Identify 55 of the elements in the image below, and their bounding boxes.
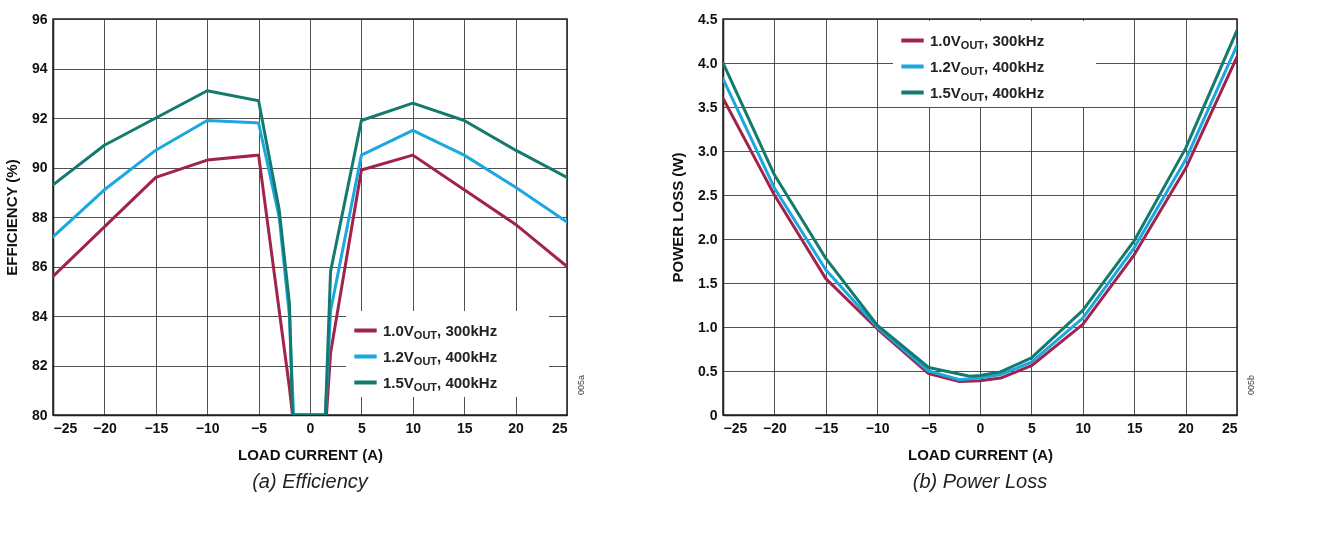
x-tick-label: −10	[865, 419, 890, 436]
y-tick-label: 94	[31, 60, 48, 76]
x-tick-label: 25	[1221, 419, 1238, 436]
text: (a) Efficiency	[252, 470, 369, 492]
legend-label: 1.0V$_{OUT}$, 300kHz	[930, 31, 1045, 51]
y-tick-label: 86	[31, 258, 48, 274]
y-tick-label: 3.5	[698, 98, 718, 115]
y-tick-label: 4.0	[698, 54, 718, 71]
x-tick-label: −10	[195, 419, 220, 436]
y-tick-label: 0.5	[698, 362, 718, 379]
x-tick-label: −5	[921, 419, 938, 436]
y-tick-label: 90	[31, 159, 48, 175]
y-axis-title: POWER LOSS (W)	[669, 152, 687, 283]
y-tick-label: 0	[709, 406, 718, 423]
x-tick-label: 10	[405, 419, 422, 436]
y-tick-label: 80	[31, 406, 48, 423]
x-tick-label: −20	[93, 419, 117, 436]
legend-label: 1.5V$_{OUT}$, 400kHz	[383, 373, 498, 393]
y-tick-label: 82	[31, 357, 48, 373]
x-axis-title: LOAD CURRENT (A)	[908, 445, 1053, 463]
x-tick-label: 0	[976, 419, 985, 436]
x-tick-label: 15	[1126, 419, 1143, 436]
y-tick-label: 3.0	[698, 142, 718, 159]
y-tick-label: 1.0	[698, 318, 718, 335]
text: 005b	[1246, 374, 1256, 396]
y-tick-label: 4.5	[698, 10, 718, 27]
x-tick-label: −5	[251, 419, 268, 436]
x-tick-label: 10	[1075, 419, 1092, 436]
x-axis-title: LOAD CURRENT (A)	[238, 445, 383, 463]
x-tick-label: −15	[814, 419, 839, 436]
legend-label: 1.2V$_{OUT}$, 400kHz	[930, 57, 1045, 77]
y-tick-label: 96	[31, 10, 48, 27]
y-tick-label: 2.5	[698, 186, 718, 203]
x-tick-label: 5	[358, 419, 366, 436]
x-tick-label: 25	[551, 419, 568, 436]
x-tick-label: 5	[1028, 419, 1036, 436]
legend-label: 1.2V$_{OUT}$, 400kHz	[383, 347, 498, 367]
y-tick-label: 84	[31, 307, 48, 324]
y-tick-label: 2.0	[698, 230, 718, 247]
x-tick-label: −20	[763, 419, 787, 436]
x-tick-label: −25	[53, 419, 78, 436]
legend-label: 1.0V$_{OUT}$, 300kHz	[383, 321, 498, 341]
y-tick-label: 88	[31, 208, 48, 225]
x-tick-label: 0	[306, 419, 315, 436]
legend-label: 1.5V$_{OUT}$, 400kHz	[930, 83, 1045, 103]
y-tick-label: 92	[31, 109, 48, 126]
x-tick-label: 15	[456, 419, 473, 436]
x-tick-label: 20	[508, 419, 525, 436]
text: 005a	[576, 374, 586, 396]
y-tick-label: 1.5	[698, 274, 718, 291]
y-axis-title: EFFICIENCY (%)	[2, 159, 20, 276]
text: (b) Power Loss	[912, 470, 1048, 492]
x-tick-label: −25	[723, 419, 748, 436]
x-tick-label: 20	[1178, 419, 1195, 436]
x-tick-label: −15	[144, 419, 169, 436]
